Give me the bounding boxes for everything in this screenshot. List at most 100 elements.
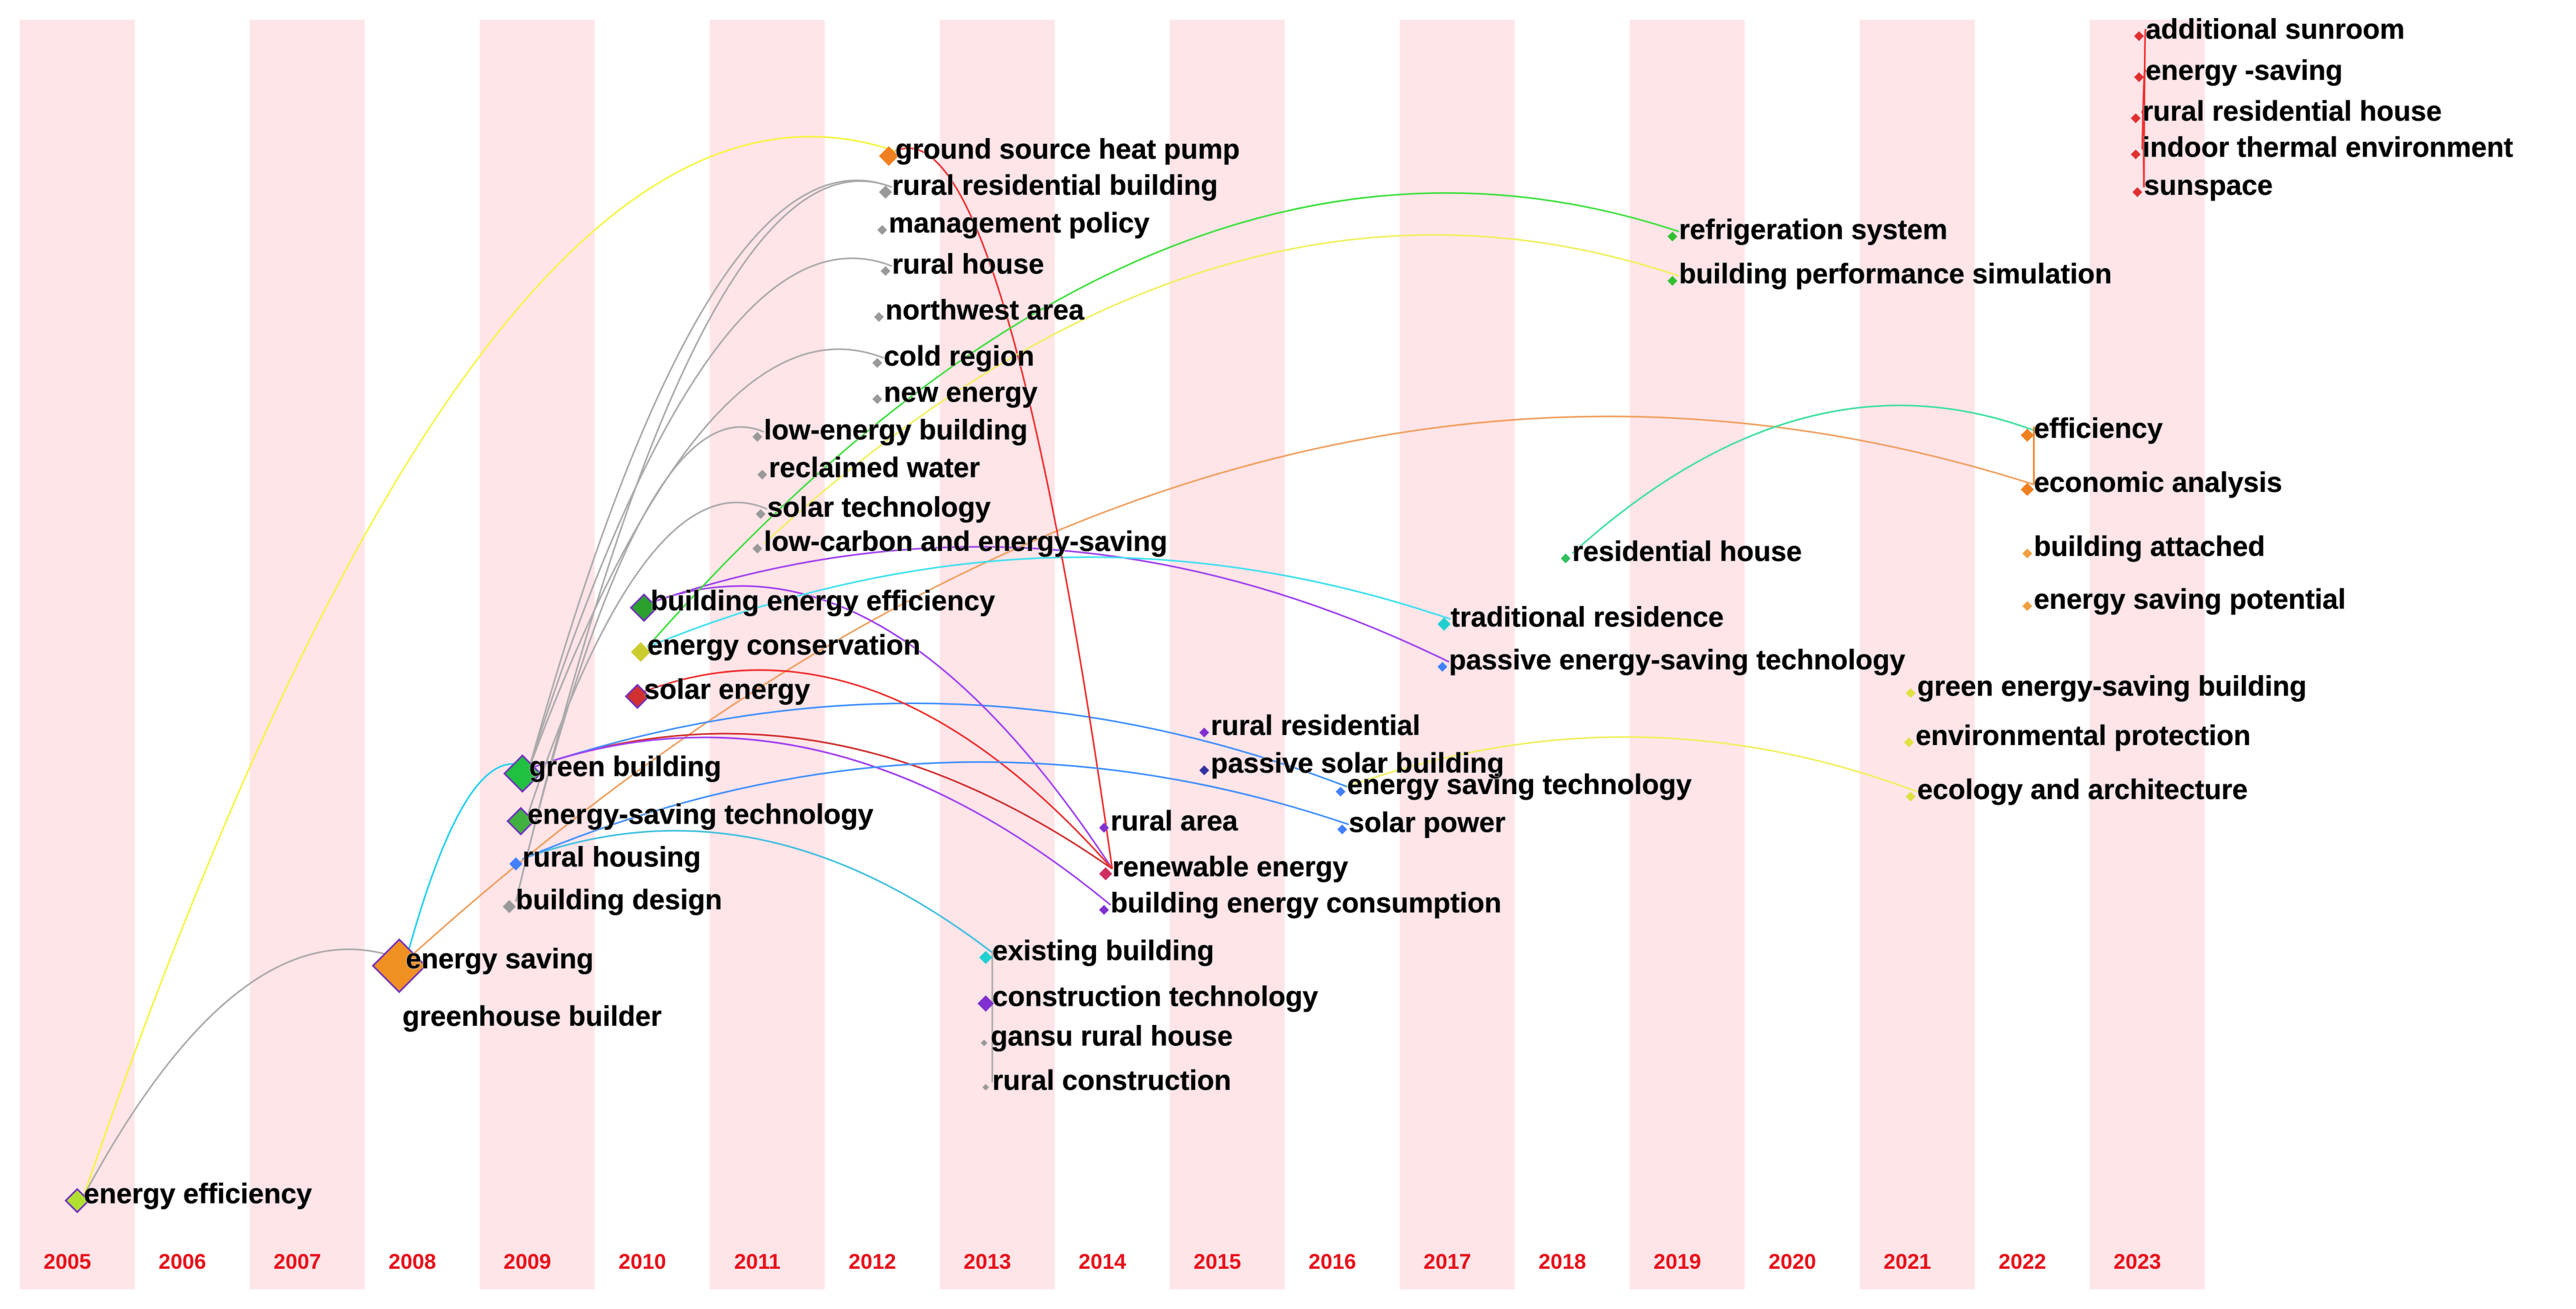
node-label: residential house bbox=[1572, 536, 1802, 567]
node-marker bbox=[2131, 149, 2141, 160]
year-label: 2019 bbox=[1653, 1250, 1701, 1274]
node-marker bbox=[1561, 553, 1571, 563]
year-stripe bbox=[939, 19, 1055, 1290]
node-label: construction technology bbox=[992, 982, 1318, 1013]
node-label: rural construction bbox=[992, 1065, 1231, 1096]
node-label: energy -saving bbox=[2146, 55, 2343, 86]
year-label: 2022 bbox=[1999, 1250, 2047, 1274]
year-label: 2013 bbox=[963, 1250, 1011, 1274]
year-label: 2021 bbox=[1883, 1250, 1931, 1274]
link bbox=[528, 348, 884, 769]
node-marker bbox=[1904, 737, 1914, 747]
link bbox=[528, 257, 893, 769]
node-marker bbox=[879, 146, 899, 166]
node-label: ecology and architecture bbox=[1917, 774, 2248, 805]
node-marker bbox=[1099, 867, 1113, 881]
link bbox=[83, 136, 896, 1197]
node-label: building attached bbox=[2034, 531, 2265, 562]
link bbox=[515, 180, 892, 902]
year-label: 2009 bbox=[504, 1250, 551, 1274]
node-marker bbox=[2134, 72, 2144, 82]
year-label: 2015 bbox=[1194, 1250, 1242, 1274]
link bbox=[763, 234, 1680, 545]
year-stripe bbox=[19, 19, 135, 1290]
node-label: environmental protection bbox=[1915, 720, 2251, 751]
link bbox=[650, 585, 1113, 869]
year-label: 2016 bbox=[1309, 1250, 1356, 1274]
link bbox=[528, 179, 893, 769]
node-marker bbox=[879, 185, 892, 199]
node-marker bbox=[1199, 727, 1210, 738]
node-marker bbox=[2131, 113, 2141, 124]
node-label: cold region bbox=[884, 341, 1034, 372]
node-marker bbox=[629, 593, 659, 622]
link bbox=[405, 415, 2035, 962]
node-label: gansu rural house bbox=[990, 1021, 1232, 1051]
link bbox=[650, 546, 1449, 663]
node-marker bbox=[872, 394, 882, 405]
node-marker bbox=[880, 266, 890, 276]
node-marker bbox=[980, 1040, 988, 1046]
node-marker bbox=[874, 312, 884, 322]
node-marker bbox=[2134, 31, 2144, 41]
links bbox=[83, 29, 2146, 1197]
node-marker bbox=[1099, 904, 1109, 915]
node-label: rural housing bbox=[522, 842, 701, 872]
year-label: 2023 bbox=[2114, 1250, 2162, 1274]
node-label: rural area bbox=[1110, 806, 1238, 837]
year-stripe bbox=[249, 19, 365, 1290]
node-label: refrigeration system bbox=[1679, 214, 1948, 245]
node-label: greenhouse builder bbox=[403, 1001, 662, 1032]
node-marker bbox=[1199, 765, 1210, 776]
link bbox=[1571, 405, 2035, 555]
node-marker bbox=[2022, 601, 2033, 611]
node-label: energy saving bbox=[406, 943, 593, 974]
link bbox=[647, 556, 1451, 648]
node-marker bbox=[1335, 786, 1346, 797]
node-label: building energy consumption bbox=[1110, 888, 1502, 919]
node-label: reclaimed water bbox=[769, 453, 980, 484]
node-label: energy conservation bbox=[647, 630, 921, 661]
year-stripe bbox=[1399, 19, 1515, 1290]
link bbox=[644, 669, 1113, 870]
link bbox=[646, 192, 1680, 648]
node-label: low-carbon and energy-saving bbox=[764, 526, 1167, 557]
link bbox=[528, 702, 1348, 788]
link bbox=[895, 147, 1113, 869]
node-marker bbox=[979, 950, 993, 964]
link bbox=[515, 426, 764, 902]
year-stripe bbox=[710, 19, 825, 1290]
year-label: 2014 bbox=[1079, 1250, 1127, 1274]
node-label: passive solar building bbox=[1211, 748, 1504, 779]
year-stripe bbox=[1169, 19, 1285, 1290]
node-marker bbox=[624, 683, 651, 709]
node-label: existing building bbox=[992, 935, 1214, 966]
node-label: green energy-saving building bbox=[1917, 671, 2307, 702]
year-label: 2005 bbox=[43, 1250, 91, 1274]
year-label: 2008 bbox=[389, 1250, 436, 1274]
node-label: energy efficiency bbox=[84, 1178, 312, 1209]
node-label: solar energy bbox=[644, 675, 811, 705]
node-label: rural residential house bbox=[2142, 96, 2442, 127]
year-label: 2006 bbox=[159, 1250, 207, 1274]
node-label: ground source heat pump bbox=[896, 134, 1240, 165]
link bbox=[2141, 109, 2145, 188]
year-label: 2018 bbox=[1539, 1250, 1586, 1274]
node-marker bbox=[872, 358, 882, 368]
link bbox=[522, 830, 993, 953]
node-label: additional sunroom bbox=[2146, 14, 2405, 45]
node-label: building performance simulation bbox=[1679, 259, 2112, 290]
node-marker bbox=[502, 899, 516, 913]
node-marker bbox=[1337, 824, 1348, 835]
node-marker bbox=[2020, 428, 2034, 442]
node-label: sunspace bbox=[2144, 170, 2273, 201]
year-label: 2010 bbox=[619, 1250, 666, 1274]
node-marker bbox=[2132, 187, 2143, 197]
node-marker bbox=[982, 1084, 989, 1091]
node-label: energy saving potential bbox=[2034, 584, 2346, 615]
node-label: passive energy-saving technology bbox=[1449, 645, 1905, 676]
year-stripe bbox=[2089, 19, 2205, 1290]
node-label: solar power bbox=[1349, 807, 1506, 838]
